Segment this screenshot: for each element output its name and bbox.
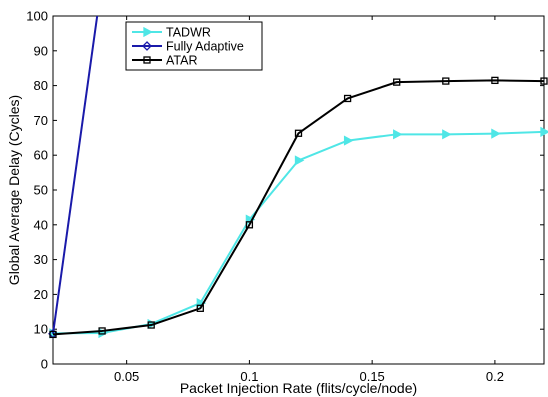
data-point: [540, 126, 548, 137]
data-point: [393, 129, 403, 140]
data-point: [294, 155, 305, 166]
data-point: [147, 321, 155, 329]
legend-entry: Fully Adaptive: [132, 40, 244, 54]
series-fully-adaptive: [48, 15, 99, 339]
data-point: [540, 77, 548, 85]
legend-label: Fully Adaptive: [166, 40, 244, 54]
data-point: [245, 221, 254, 229]
axis-ticks: 0 10 20 30 40 50 60 70 80 90 100 0.05 0.1 0.15 0.2: [26, 9, 544, 384]
y-tick-label: 40: [34, 217, 48, 232]
series-line: [52, 79, 545, 336]
data-point: [442, 77, 450, 85]
series-line: [52, 15, 99, 334]
y-tick-label: 60: [34, 148, 48, 163]
y-axis-label: Global Average Delay (Cycles): [6, 95, 22, 285]
legend-label: TADWR: [166, 26, 211, 40]
y-tick-label: 80: [34, 78, 48, 93]
series-tadwr: [49, 126, 548, 339]
legend-label: ATAR: [166, 54, 197, 68]
data-point: [343, 94, 352, 103]
x-tick-label: 0.05: [114, 369, 139, 384]
x-tick-label: 0.1: [240, 369, 258, 384]
legend-marker: [142, 41, 152, 51]
y-tick-label: 10: [34, 322, 48, 337]
data-point: [49, 330, 57, 339]
y-tick-label: 100: [26, 9, 48, 24]
data-point: [491, 128, 501, 139]
x-tick-label: 0.2: [486, 369, 504, 384]
data-point: [442, 129, 452, 140]
legend-marker: [143, 56, 151, 64]
y-tick-label: 70: [34, 113, 48, 128]
data-point: [98, 327, 106, 335]
data-point: [393, 78, 401, 86]
legend-entry: ATAR: [132, 54, 197, 68]
x-axis-label: Packet Injection Rate (flits/cycle/node): [180, 380, 417, 396]
y-tick-label: 50: [34, 183, 48, 198]
y-tick-label: 30: [34, 252, 48, 267]
legend-entry: TADWR: [132, 26, 211, 40]
series-layer: [48, 15, 548, 339]
series-atar: [49, 76, 548, 339]
x-tick-label: 0.15: [359, 369, 384, 384]
data-point: [343, 135, 354, 146]
data-point: [294, 129, 303, 137]
y-tick-label: 90: [34, 43, 48, 58]
legend-marker: [143, 26, 153, 38]
data-point: [491, 76, 499, 85]
y-tick-label: 0: [41, 357, 48, 372]
y-tick-label: 20: [34, 287, 48, 302]
data-point: [196, 304, 204, 312]
